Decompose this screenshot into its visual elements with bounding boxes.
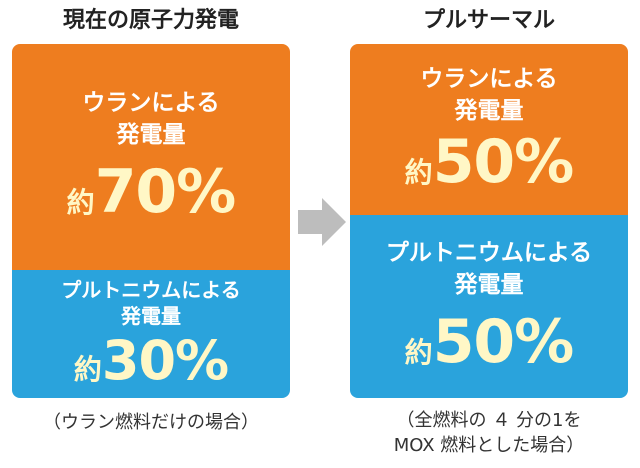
prefix: 約 [73,352,102,386]
note-line: MOX 燃料とした場合） [393,435,585,456]
left-note: （ウラン燃料だけの場合） [12,410,290,435]
right-box: ウランによる 発電量 約50% プルトニウムによる 発電量 約50% [350,44,628,398]
arrow-shape [298,198,346,246]
note-line: （ウラン燃料だけの場合） [43,412,259,433]
label: プルトニウムによる [385,239,593,266]
prefix: 約 [404,155,433,189]
value: 50% [432,126,575,197]
left-title: 現在の原子力発電 [62,8,239,33]
segment: ウランによる 発電量 約70% [12,44,290,270]
segment: ウランによる 発電量 約50% [350,44,628,215]
share: 約30% [73,328,229,392]
left-box: ウランによる 発電量 約70% プルトニウムによる 発電量 約30% [12,44,290,398]
label: ウランによる [82,90,220,116]
segment: プルトニウムによる 発電量 約50% [350,215,628,398]
prefix: 約 [66,186,95,219]
label: 発電量 [116,122,186,148]
note-line: （全燃料の ４ 分の1を [396,410,582,431]
label: プルトニウムによる [61,277,241,302]
label: 発電量 [454,97,524,124]
arrow [298,198,346,246]
value: 50% [432,306,575,377]
segment: プルトニウムによる 発電量 約30% [12,270,290,398]
right-title: プルサーマル [422,8,555,33]
value: 30% [101,328,229,392]
right-note: （全燃料の ４ 分の1を MOX 燃料とした場合） [350,408,628,458]
share: 約70% [66,157,237,227]
share: 約50% [404,306,575,377]
label: ウランによる [420,65,558,92]
value: 70% [94,157,237,227]
share: 約50% [404,126,575,197]
label: 発電量 [121,303,181,328]
label: 発電量 [454,271,524,298]
prefix: 約 [404,335,433,369]
